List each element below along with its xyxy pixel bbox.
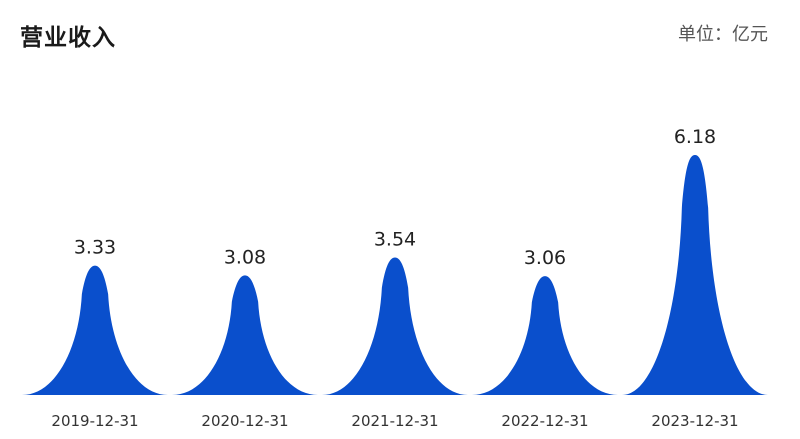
bars-group (22, 155, 768, 395)
bar-2019-12-31 (22, 265, 168, 395)
value-label-2021-12-31: 3.54 (374, 229, 416, 251)
value-labels-group: 3.33 3.08 3.54 3.06 6.18 (74, 126, 716, 269)
x-tick-labels-group: 2019-12-31 2020-12-31 2021-12-31 2022-12-31… (51, 412, 738, 430)
x-tick-label-2021-12-31: 2021-12-31 (351, 412, 438, 430)
x-tick-label-2020-12-31: 2020-12-31 (201, 412, 288, 430)
x-tick-label-2019-12-31: 2019-12-31 (51, 412, 138, 430)
value-label-2022-12-31: 3.06 (524, 247, 566, 269)
value-label-2023-12-31: 6.18 (674, 126, 716, 148)
x-tick-label-2022-12-31: 2022-12-31 (501, 412, 588, 430)
bar-2020-12-31 (172, 275, 318, 395)
bar-2022-12-31 (472, 276, 618, 395)
bar-2023-12-31 (622, 155, 768, 395)
x-tick-label-2023-12-31: 2023-12-31 (651, 412, 738, 430)
unit-label: 单位：亿元 (678, 24, 768, 45)
value-label-2020-12-31: 3.08 (224, 246, 266, 268)
value-label-2019-12-31: 3.33 (74, 237, 116, 259)
chart-title: 营业收入 (20, 25, 116, 51)
bar-2021-12-31 (322, 257, 468, 395)
